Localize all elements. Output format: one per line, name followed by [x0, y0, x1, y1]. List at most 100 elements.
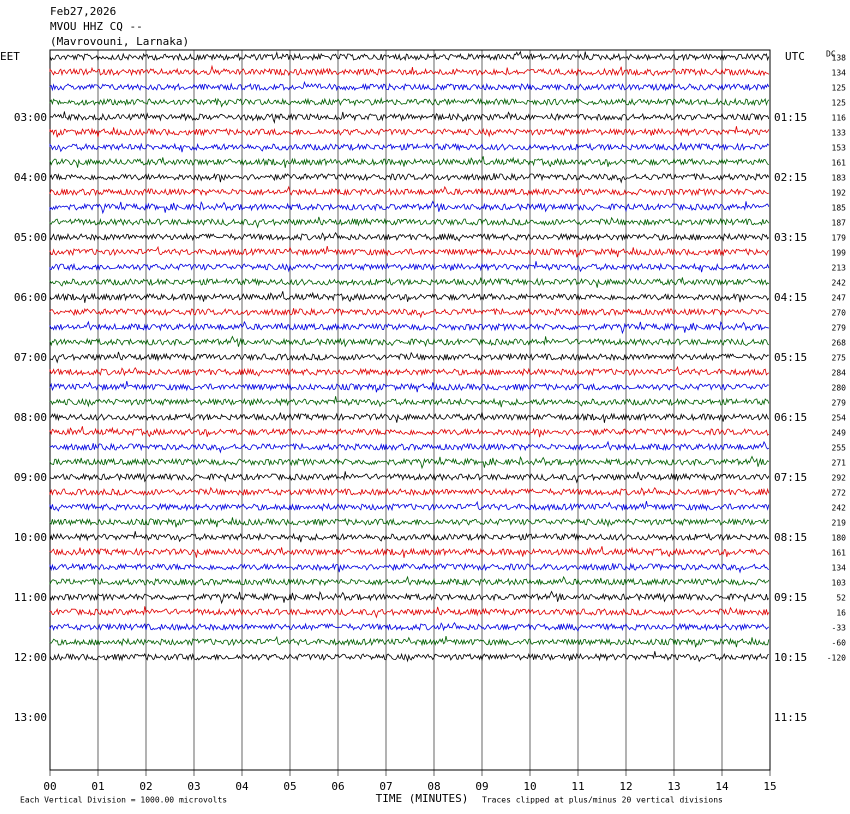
trace	[49, 440, 770, 454]
trace	[49, 426, 770, 438]
trace	[49, 365, 770, 377]
dc-offset: 183	[832, 174, 847, 183]
left-hour: 12:00	[14, 651, 47, 664]
trace	[49, 335, 770, 348]
dc-offset: 134	[832, 564, 847, 573]
right-hour: 06:15	[774, 411, 807, 424]
trace	[49, 111, 770, 124]
dc-offset: -60	[832, 639, 847, 648]
x-tick-label: 07	[379, 780, 392, 793]
dc-offset: 275	[832, 354, 847, 363]
dc-offset: -120	[827, 654, 846, 663]
dc-offset: 187	[832, 219, 847, 228]
trace	[49, 172, 770, 184]
dc-label: DC	[826, 50, 836, 59]
dc-offset: 249	[832, 429, 847, 438]
dc-offset: 247	[832, 294, 847, 303]
dc-offset: 125	[832, 99, 847, 108]
trace	[49, 97, 770, 108]
trace	[49, 381, 769, 393]
trace	[49, 80, 770, 92]
dc-offset: -33	[832, 624, 847, 633]
trace	[49, 546, 770, 558]
trace	[49, 486, 770, 497]
dc-offset: 271	[832, 459, 847, 468]
dc-offset: 161	[832, 159, 847, 168]
x-tick-label: 04	[235, 780, 249, 793]
x-tick-label: 03	[187, 780, 200, 793]
dc-offset: 153	[832, 144, 847, 153]
dc-offset: 125	[832, 84, 847, 93]
dc-offset: 292	[832, 474, 847, 483]
left-hour: 06:00	[14, 291, 47, 304]
trace	[49, 396, 770, 408]
x-tick-label: 10	[523, 780, 536, 793]
dc-offset: 279	[832, 324, 847, 333]
right-hour: 02:15	[774, 171, 807, 184]
trace	[49, 142, 770, 153]
x-tick-label: 02	[139, 780, 152, 793]
trace	[49, 412, 770, 423]
dc-offset: 116	[832, 114, 847, 123]
dc-offset: 279	[832, 399, 847, 408]
dc-offset: 185	[832, 204, 847, 213]
right-hour: 07:15	[774, 471, 807, 484]
scale-note: Each Vertical Division = 1000.00 microvo…	[20, 796, 227, 805]
dc-offset: 219	[832, 519, 847, 528]
trace	[49, 562, 770, 574]
x-axis-title: TIME (MINUTES)	[376, 792, 469, 805]
right-hour: 10:15	[774, 651, 807, 664]
dc-offset: 270	[832, 309, 847, 318]
x-tick-label: 13	[667, 780, 680, 793]
x-tick-label: 12	[619, 780, 632, 793]
right-hour: 08:15	[774, 531, 807, 544]
x-tick-label: 15	[763, 780, 776, 793]
dc-offset: 179	[832, 234, 847, 243]
trace	[49, 307, 769, 319]
left-hour: 10:00	[14, 531, 47, 544]
trace	[49, 517, 769, 528]
station: MVOU HHZ CQ --	[50, 20, 143, 33]
x-tick-label: 05	[283, 780, 296, 793]
trace	[49, 200, 770, 215]
left-zone: EET	[0, 50, 20, 63]
left-hour: 13:00	[14, 711, 47, 724]
left-hour: 05:00	[14, 231, 47, 244]
trace	[49, 351, 769, 364]
trace	[49, 185, 769, 197]
trace	[49, 651, 769, 663]
x-tick-label: 09	[475, 780, 488, 793]
dc-offset: 280	[832, 384, 847, 393]
trace	[49, 455, 770, 470]
dc-offset: 272	[832, 489, 847, 498]
dc-offset: 52	[836, 594, 846, 603]
trace	[49, 471, 770, 484]
trace	[49, 635, 770, 648]
trace	[49, 245, 770, 258]
left-hour: 08:00	[14, 411, 47, 424]
right-hour: 09:15	[774, 591, 807, 604]
trace	[49, 64, 770, 77]
location: (Mavrovouni, Larnaka)	[50, 35, 189, 48]
trace	[49, 277, 770, 288]
trace	[49, 320, 769, 335]
right-hour: 01:15	[774, 111, 807, 124]
dc-offset: 199	[832, 249, 847, 258]
left-hour: 07:00	[14, 351, 47, 364]
trace	[49, 606, 770, 619]
x-tick-label: 14	[715, 780, 729, 793]
trace	[49, 622, 770, 632]
dc-offset: 242	[832, 279, 847, 288]
trace	[49, 261, 770, 273]
dc-offset: 16	[836, 609, 846, 618]
dc-offset: 255	[832, 444, 847, 453]
right-hour: 03:15	[774, 231, 807, 244]
dc-offset: 284	[832, 369, 847, 378]
right-hour: 05:15	[774, 351, 807, 364]
trace	[49, 216, 770, 229]
clip-note: Traces clipped at plus/minus 20 vertical…	[482, 796, 723, 805]
dc-offset: 133	[832, 129, 847, 138]
trace	[49, 531, 769, 543]
